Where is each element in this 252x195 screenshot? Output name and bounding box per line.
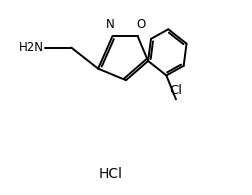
- Text: H2N: H2N: [19, 41, 44, 54]
- Text: HCl: HCl: [99, 167, 123, 181]
- Text: Cl: Cl: [170, 84, 182, 98]
- Text: N: N: [106, 18, 115, 31]
- Text: O: O: [137, 18, 146, 31]
